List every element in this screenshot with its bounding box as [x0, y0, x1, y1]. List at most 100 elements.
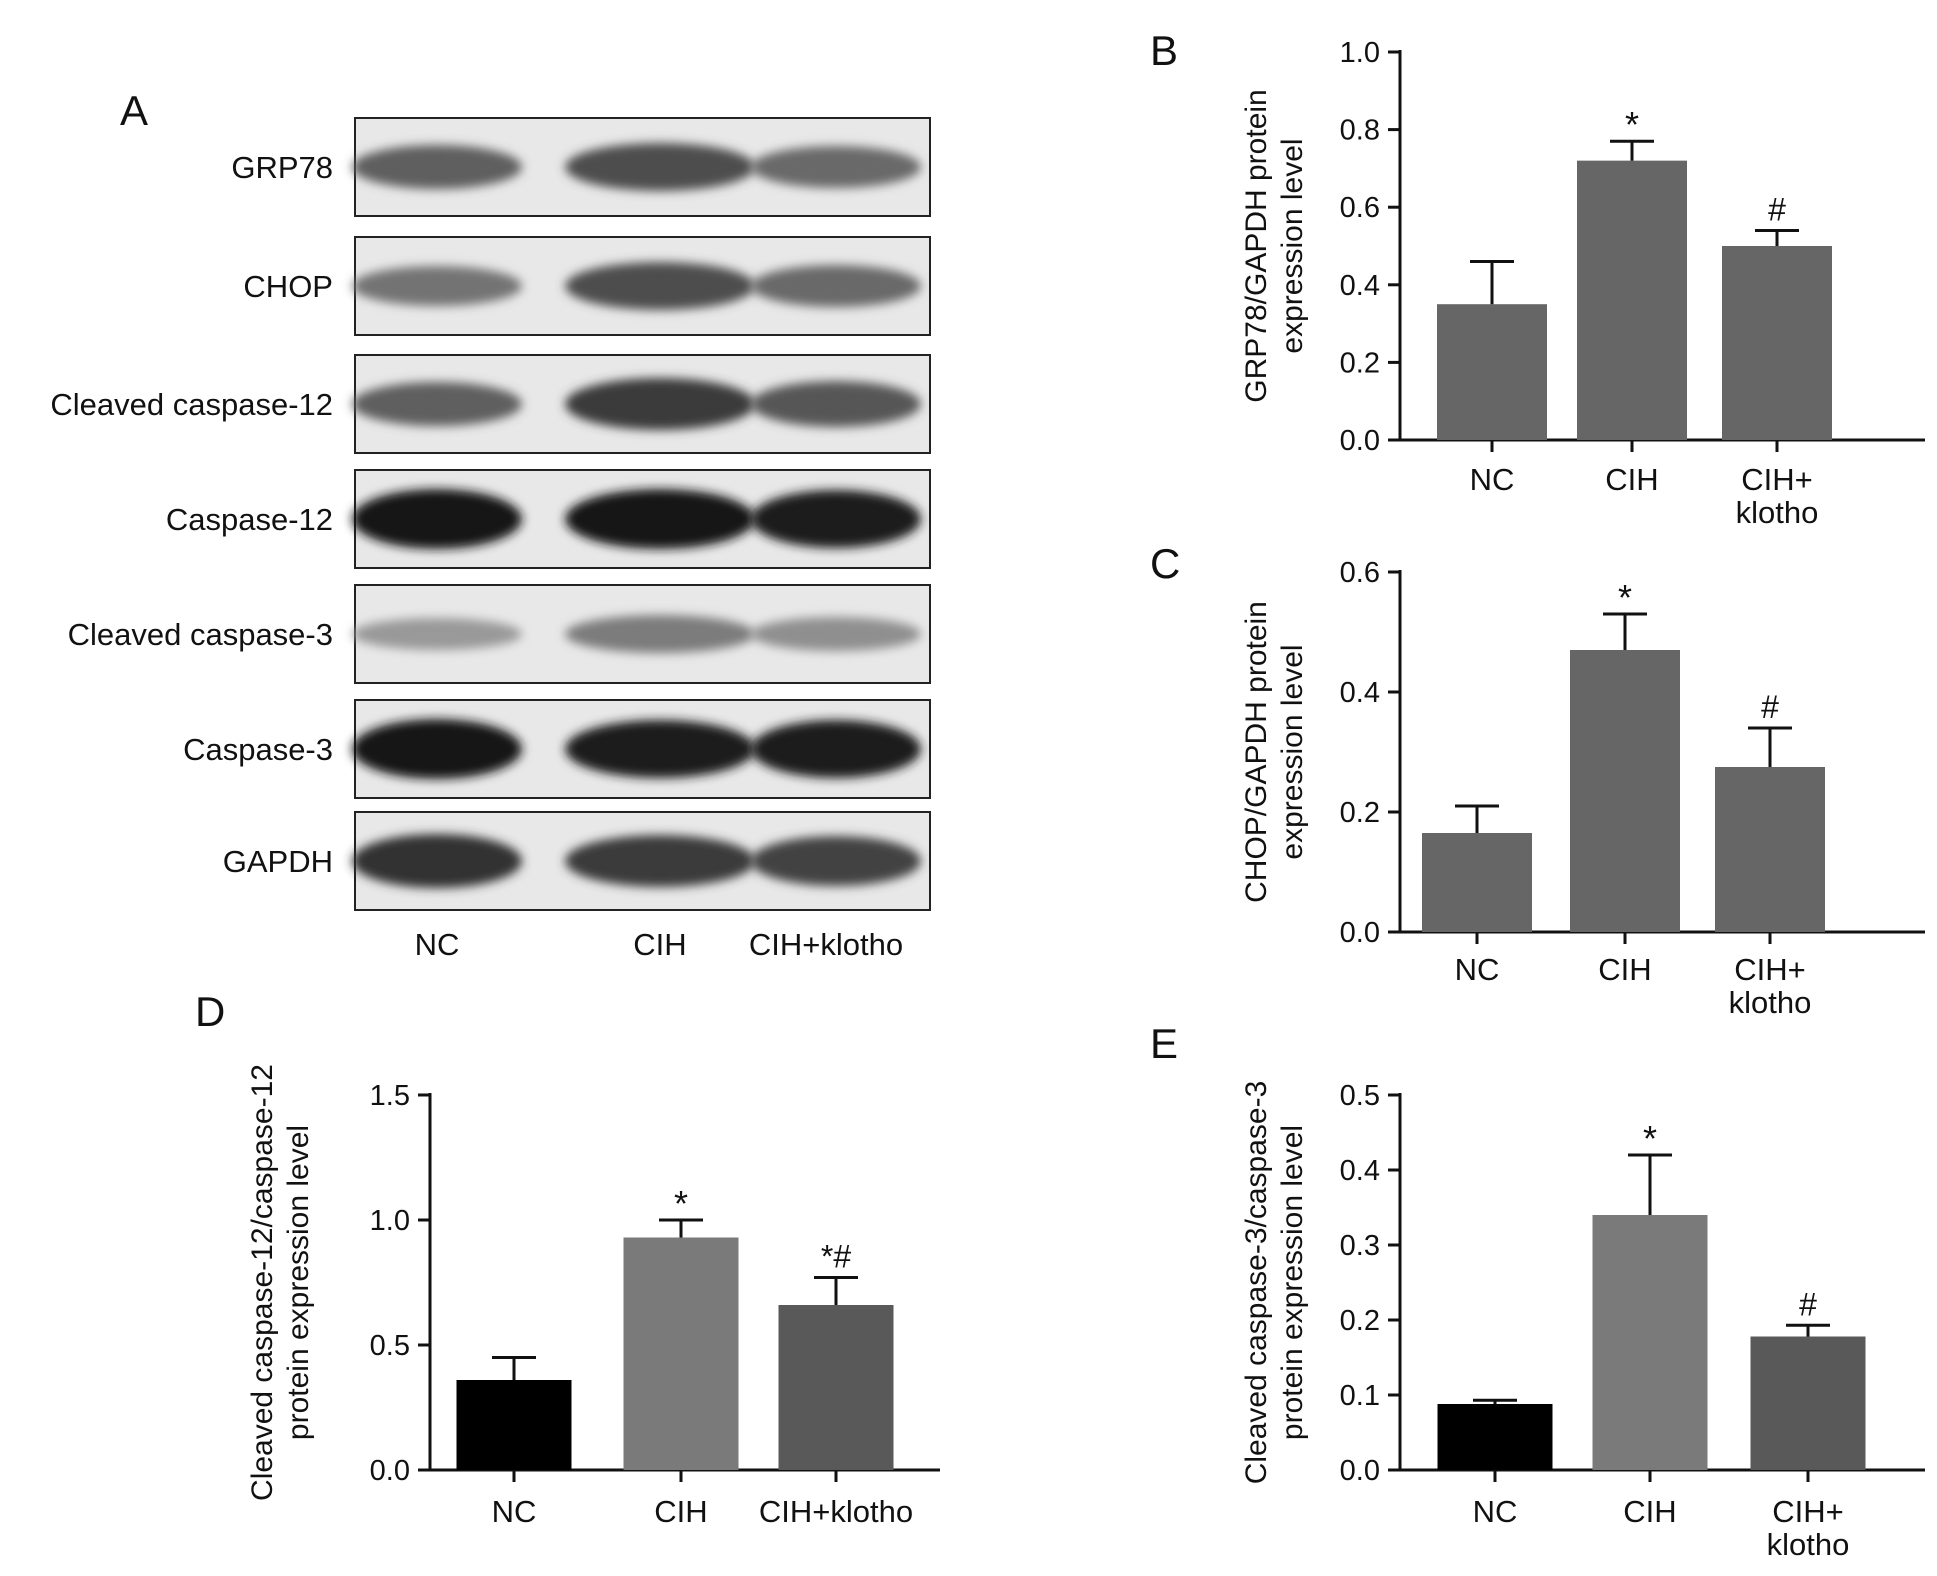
significance-marker: #	[1768, 191, 1786, 227]
x-category-label: CIH	[1605, 462, 1658, 497]
blot-band-cleaved-caspase-12-nc	[352, 382, 522, 426]
blot-row-cleaved-caspase-3: Cleaved caspase-3	[68, 584, 931, 684]
blot-lane-label-nc: NC	[415, 927, 460, 962]
blot-band-grp78-cih-klotho	[751, 146, 921, 188]
x-category-label: CIH	[654, 1494, 707, 1529]
blot-row-label: Cleaved caspase-12	[50, 387, 333, 422]
bar-nc	[1422, 833, 1532, 932]
y-tick-label: 0.0	[1340, 425, 1380, 457]
blot-lane-label-cih: CIH	[633, 927, 686, 962]
bar-cih	[623, 1237, 739, 1470]
blot-row-grp78: GRP78	[231, 117, 931, 217]
y-tick-label: 0.2	[1340, 797, 1380, 829]
y-tick-label: 0.5	[370, 1330, 410, 1362]
significance-marker: #	[1799, 1286, 1817, 1322]
y-axis-label: expression level	[1276, 138, 1309, 353]
panel-letter-b: B	[1150, 27, 1178, 74]
bar-cih-klotho	[1750, 1336, 1866, 1470]
blot-band-gapdh-cih	[565, 835, 755, 887]
y-tick-label: 0.4	[1340, 1155, 1380, 1187]
blot-band-grp78-nc	[352, 145, 522, 189]
blot-band-gapdh-cih-klotho	[751, 836, 921, 886]
y-tick-label: 0.5	[1340, 1080, 1380, 1112]
blot-band-caspase-12-nc	[352, 489, 522, 549]
blot-row-caspase-3: Caspase-3	[183, 699, 931, 799]
x-category-label: klotho	[1736, 495, 1819, 530]
panel-letter-e: E	[1150, 1020, 1178, 1067]
blot-band-cleaved-caspase-12-cih	[565, 378, 755, 430]
blot-row-label: Cleaved caspase-3	[68, 617, 333, 652]
y-axis-label: protein expression level	[282, 1125, 315, 1440]
x-category-label: CIH+	[1741, 462, 1813, 497]
chart-cleaved-caspase-3: 0.0 0.1 0.2 0.3 0.4 0.5 NC * CIH # CIH+klotho Cleav…	[1240, 1080, 1925, 1562]
bar-cih	[1570, 650, 1680, 932]
y-axis-label: expression level	[1276, 644, 1309, 859]
blot-band-caspase-3-cih-klotho	[751, 720, 921, 778]
blot-row-label: GAPDH	[223, 844, 333, 879]
blot-row-chop: CHOP	[243, 236, 931, 336]
y-tick-label: 0.4	[1340, 677, 1380, 709]
significance-marker: *	[674, 1183, 688, 1224]
panel-letter-c: C	[1150, 540, 1180, 587]
bar-cih	[1592, 1215, 1708, 1470]
blot-row-cleaved-caspase-12: Cleaved caspase-12	[50, 354, 931, 454]
blot-band-caspase-12-cih	[565, 489, 755, 549]
bar-cih-klotho	[778, 1305, 894, 1470]
bar-cih-klotho	[1715, 767, 1825, 932]
y-tick-label: 1.0	[1340, 37, 1380, 69]
blot-band-chop-nc	[352, 266, 522, 306]
blot-band-cleaved-caspase-12-cih-klotho	[751, 381, 921, 427]
blot-band-caspase-12-cih-klotho	[751, 490, 921, 548]
blot-row-label: Caspase-3	[183, 732, 333, 767]
significance-marker: *	[1643, 1118, 1657, 1159]
blot-band-gapdh-nc	[352, 834, 522, 888]
significance-marker: *#	[821, 1239, 851, 1275]
bar-nc	[1437, 304, 1547, 440]
blot-row-label: CHOP	[243, 269, 333, 304]
chart-cleaved-caspase-12: 0.0 0.5 1.0 1.5 NC * CIH *# CIH+klotho Cleaved ca…	[246, 1064, 940, 1529]
y-tick-label: 0.6	[1340, 192, 1380, 224]
bar-nc	[456, 1380, 572, 1470]
blot-band-grp78-cih	[565, 143, 755, 191]
y-tick-label: 1.0	[370, 1205, 410, 1237]
blot-band-chop-cih	[565, 262, 755, 310]
western-blot-panel: GRP78 CHOP Cleaved caspase-12 Caspase-12 Cle…	[50, 117, 931, 962]
significance-marker: #	[1761, 689, 1779, 725]
y-tick-label: 0.8	[1340, 115, 1380, 147]
y-axis-label: protein expression level	[1276, 1125, 1309, 1440]
blot-band-cleaved-caspase-3-nc	[352, 618, 522, 650]
y-tick-label: 0.3	[1340, 1230, 1380, 1262]
x-category-label: klotho	[1767, 1527, 1850, 1562]
y-axis-label: CHOP/GAPDH protein	[1240, 601, 1273, 903]
blot-band-cleaved-caspase-3-cih	[565, 615, 755, 653]
y-tick-label: 0.1	[1340, 1380, 1380, 1412]
significance-marker: *	[1625, 104, 1639, 145]
blot-lane-label-cih-klotho: CIH+klotho	[749, 927, 903, 962]
y-tick-label: 0.0	[1340, 917, 1380, 949]
blot-row-gapdh: GAPDH	[223, 811, 931, 911]
x-category-label: NC	[1473, 1494, 1518, 1529]
blot-row-label: Caspase-12	[166, 502, 333, 537]
x-category-label: CIH	[1623, 1494, 1676, 1529]
y-axis-label: Cleaved caspase-12/caspase-12	[246, 1064, 279, 1501]
y-axis-label: GRP78/GAPDH protein	[1240, 89, 1273, 402]
x-category-label: CIH+klotho	[759, 1494, 913, 1529]
bar-nc	[1437, 1404, 1553, 1470]
y-tick-label: 0.0	[1340, 1455, 1380, 1487]
y-tick-label: 0.6	[1340, 557, 1380, 589]
bar-cih	[1577, 160, 1687, 440]
panel-letter-d: D	[195, 988, 225, 1035]
y-tick-label: 1.5	[370, 1080, 410, 1112]
x-category-label: klotho	[1729, 985, 1812, 1020]
significance-marker: *	[1618, 577, 1632, 618]
y-tick-label: 0.2	[1340, 347, 1380, 379]
y-tick-label: 0.4	[1340, 270, 1380, 302]
x-category-label: NC	[492, 1494, 537, 1529]
x-category-label: CIH	[1598, 952, 1651, 987]
chart-chop: 0.0 0.2 0.4 0.6 NC * CIH # CIH+klotho CHOP/GAPDH …	[1240, 557, 1925, 1020]
x-category-label: CIH+	[1734, 952, 1806, 987]
blot-band-cleaved-caspase-3-cih-klotho	[751, 617, 921, 651]
y-tick-label: 0.2	[1340, 1305, 1380, 1337]
blot-band-caspase-3-cih	[565, 720, 755, 778]
